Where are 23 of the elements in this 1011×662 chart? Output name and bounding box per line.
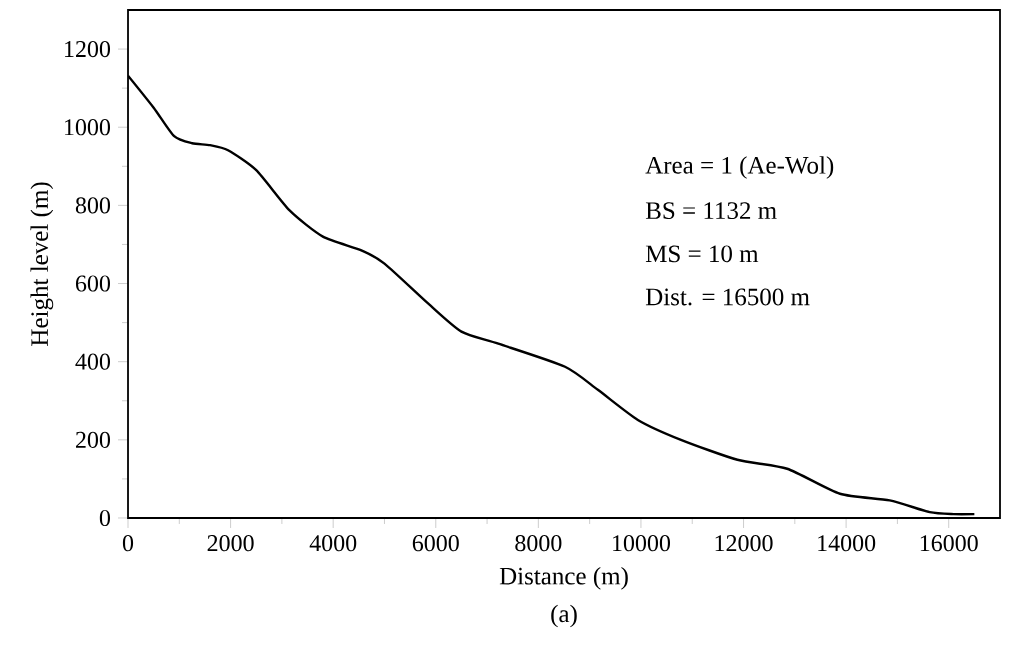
y-tick-label: 200: [76, 431, 111, 448]
annotation: Area = 1 (Ae-Wol): [645, 156, 834, 179]
x-tick-label: 8000: [515, 535, 562, 552]
y-axis-title: Height level (m): [30, 182, 54, 346]
x-tick-label: 10000: [613, 535, 671, 552]
x-tick-label: 14000: [818, 535, 876, 552]
x-tick-label: 4000: [309, 535, 357, 552]
x-tick-label: 2000: [207, 535, 254, 552]
y-tick-label: 800: [75, 197, 111, 214]
x-tick-label: 0: [122, 535, 134, 552]
y-tick-label: 400: [75, 353, 111, 370]
x-tick-label: 12000: [715, 535, 773, 552]
y-tick-label: 600: [75, 275, 111, 292]
annotation: MS = 10 m: [645, 245, 759, 263]
x-tick-label: 16000: [920, 535, 978, 552]
x-tick-label: 6000: [412, 535, 459, 552]
x-axis-title: Distance (m): [499, 566, 628, 590]
annotation: BS = 1132 m: [645, 202, 777, 220]
y-tick-label: 1200: [65, 40, 111, 58]
annotation: Dist. = 16500 m: [645, 288, 810, 306]
text: (a): [551, 604, 577, 628]
y-tick-label: 1000: [65, 119, 111, 136]
y-tick-label: 0: [99, 509, 111, 527]
